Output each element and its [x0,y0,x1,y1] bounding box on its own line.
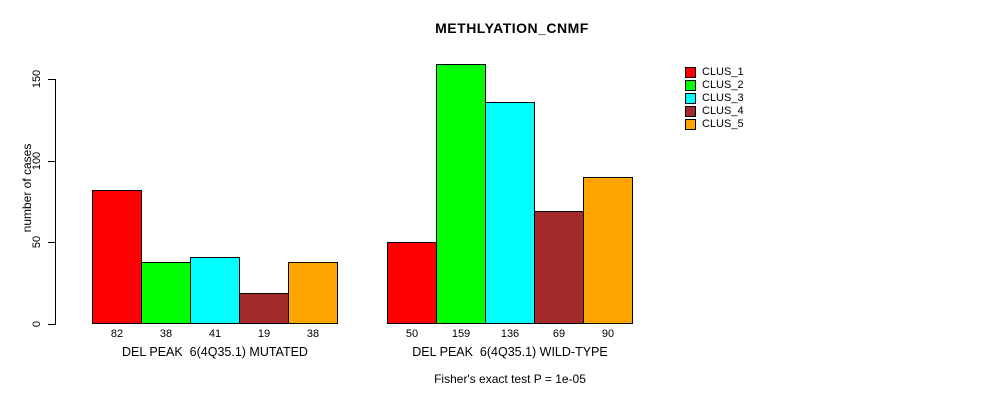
y-axis-tick-mark [48,242,55,244]
bar-value-label: 136 [500,328,520,340]
legend-label: CLUS_1 [702,66,744,78]
stat-test-footnote: Fisher's exact test P = 1e-05 [434,372,586,386]
bar-clus-1-group1 [92,190,142,324]
legend-swatch-icon [685,119,696,130]
y-axis-line [55,79,56,325]
bar-clus-2-group2 [436,64,486,324]
legend-row-clus-1: CLUS_1 [685,67,744,78]
y-axis-tick-label: 50 [31,236,43,249]
bar-clus-5-group1 [288,262,338,324]
x-axis-group-label: DEL PEAK 6(4Q35.1) WILD-TYPE [412,345,608,359]
bar-value-label: 159 [451,328,471,340]
legend-label: CLUS_4 [702,105,744,117]
legend-row-clus-2: CLUS_2 [685,80,744,91]
y-axis-tick-label: 0 [31,320,43,328]
bar-clus-2-group1 [141,262,191,324]
x-axis-group-label: DEL PEAK 6(4Q35.1) MUTATED [122,345,308,359]
y-axis-tick-label: 150 [31,69,43,89]
legend-label: CLUS_2 [702,79,744,91]
legend-row-clus-5: CLUS_5 [685,119,744,130]
legend-swatch-icon [685,93,696,104]
bar-clus-1-group2 [387,242,437,324]
y-axis-tick-mark [48,160,55,162]
y-axis-tick-mark [48,324,55,325]
y-axis-tick-mark [48,79,55,81]
bar-clus-4-group2 [534,211,584,324]
bar-value-label: 19 [257,328,271,340]
bar-value-label: 38 [159,328,173,340]
legend-swatch-icon [685,80,696,91]
legend-row-clus-4: CLUS_4 [685,106,744,117]
bar-value-label: 82 [110,328,124,340]
legend-swatch-icon [685,106,696,117]
bar-clus-4-group1 [239,293,289,324]
y-axis-tick-label: 100 [31,151,43,170]
legend-label: CLUS_5 [702,118,744,130]
legend-swatch-icon [685,67,696,78]
bar-clus-3-group2 [485,102,535,324]
legend-label: CLUS_3 [702,92,744,104]
legend-row-clus-3: CLUS_3 [685,93,744,104]
legend: CLUS_1 CLUS_2 CLUS_3 CLUS_4 CLUS_5 [685,67,744,130]
bar-value-label: 90 [601,328,615,340]
chart-title: METHLYATION_CNMF [435,20,589,36]
bar-value-label: 50 [405,328,419,340]
bar-value-label: 38 [306,328,320,340]
bar-clus-3-group1 [190,257,240,324]
bar-value-label: 41 [208,328,222,340]
bar-clus-5-group2 [583,177,633,324]
bar-value-label: 69 [552,328,566,340]
